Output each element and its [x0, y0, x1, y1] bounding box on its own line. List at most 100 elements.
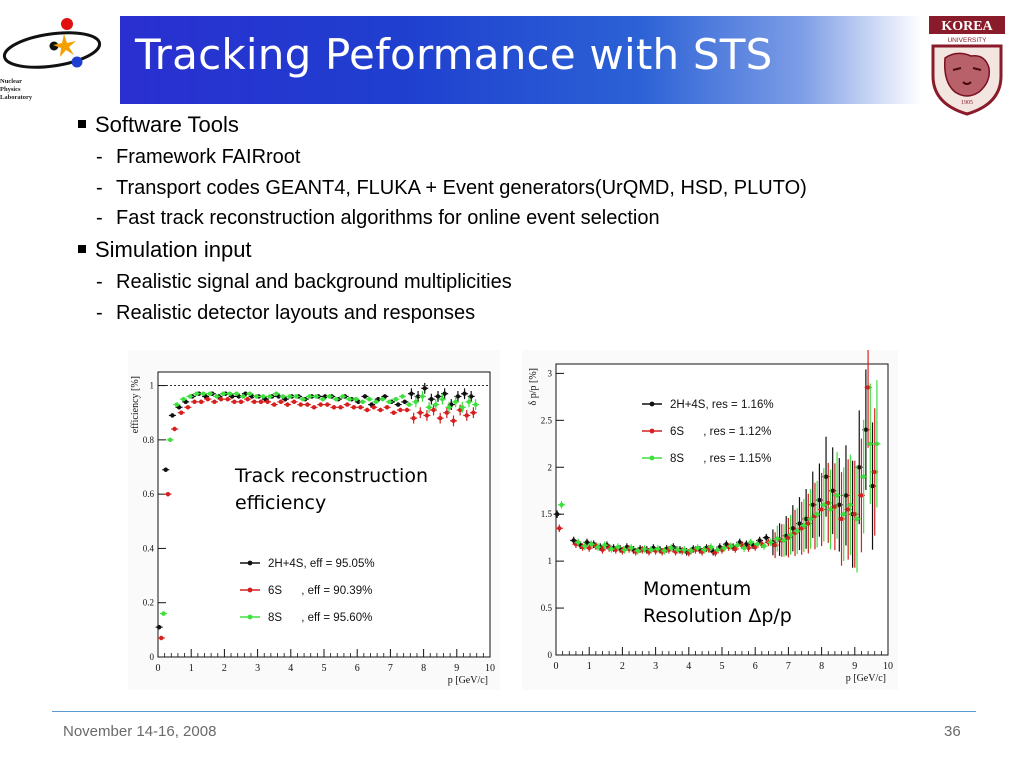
data-point: [682, 547, 687, 553]
data-point: [775, 536, 780, 541]
data-point: [715, 547, 720, 553]
efficiency-caption: Track reconstruction efficiency: [235, 463, 428, 517]
data-point: [451, 418, 456, 424]
x-tick-label: 4: [686, 661, 691, 672]
lab-logo-line: Physics: [0, 86, 21, 93]
y-tick-label: 1: [548, 556, 553, 566]
data-point: [325, 402, 330, 407]
data-point: [466, 399, 472, 405]
data-point: [218, 396, 224, 402]
data-point: [642, 546, 647, 552]
data-point: [395, 402, 401, 407]
sub-bullet-text: Realistic signal and background multipli…: [116, 271, 512, 293]
x-tick-label: 3: [255, 663, 260, 674]
data-point: [819, 507, 824, 512]
data-point: [272, 402, 277, 407]
data-point: [473, 402, 478, 407]
data-point: [559, 502, 564, 508]
data-point: [615, 544, 621, 550]
data-point: [373, 399, 379, 405]
data-point: [201, 391, 206, 396]
data-point: [859, 493, 864, 498]
data-point: [797, 521, 802, 526]
x-axis-label: p [GeV/c]: [846, 673, 886, 684]
data-point: [874, 441, 880, 446]
data-point: [187, 394, 193, 399]
x-tick-label: 5: [322, 663, 327, 674]
footer-date: November 14-16, 2008: [63, 723, 217, 740]
data-point: [285, 402, 290, 407]
data-point: [852, 511, 857, 517]
x-tick-label: 2: [620, 661, 625, 672]
data-point: [345, 402, 350, 407]
data-point: [327, 394, 332, 399]
data-point: [571, 538, 576, 543]
data-point: [438, 415, 443, 421]
data-point: [238, 399, 244, 405]
data-point: [384, 405, 390, 410]
data-point: [418, 410, 423, 415]
data-point: [662, 548, 667, 554]
data-point: [857, 465, 862, 470]
data-point: [393, 396, 399, 402]
data-point: [655, 546, 660, 552]
data-point: [695, 545, 700, 551]
legend-marker: [247, 614, 253, 620]
data-point: [764, 535, 769, 540]
legend-entry: 6S , eff = 90.39%: [268, 585, 372, 597]
data-point: [318, 402, 323, 407]
data-point: [265, 399, 270, 405]
data-point: [353, 396, 359, 402]
sub-bullet: - Fast track reconstruction algorithms fo…: [96, 207, 660, 229]
data-point: [194, 391, 199, 396]
data-point: [584, 540, 590, 545]
legend-entry: 2H+4S, eff = 95.05%: [268, 558, 375, 570]
data-point: [557, 526, 562, 531]
data-point: [453, 399, 458, 405]
x-tick-label: 5: [720, 661, 725, 672]
data-point: [411, 415, 416, 421]
y-tick-label: 0.2: [143, 598, 154, 608]
resolution-caption: Momentum Resolution Δp/p: [643, 576, 792, 630]
data-point: [768, 540, 773, 545]
sub-bullet-text: Transport codes GEANT4, FLUKA + Event ge…: [116, 177, 807, 199]
data-point: [212, 399, 217, 405]
efficiency-chart: 0 1 2 3 4 5 6 7 8 9 10 0 0.2 0.4 0.6 0.8 1 p [GeV/c] effic…: [128, 350, 500, 690]
data-point: [823, 474, 829, 479]
data-point: [404, 407, 410, 413]
x-tick-label: 1: [189, 663, 194, 674]
data-point: [274, 391, 279, 396]
legend-marker: [247, 560, 253, 566]
data-point: [748, 540, 753, 545]
data-point: [746, 545, 751, 551]
data-point: [781, 538, 787, 543]
data-point: [333, 396, 339, 402]
data-point: [708, 544, 714, 550]
y-tick-label: 3: [548, 368, 553, 378]
data-point: [360, 399, 365, 405]
data-point: [433, 402, 438, 407]
bullet-square-icon: [78, 245, 86, 253]
y-tick-label: 2: [548, 462, 553, 472]
x-tick-label: 2: [222, 663, 227, 674]
data-point: [848, 502, 853, 508]
data-point: [471, 410, 476, 415]
data-point: [245, 396, 250, 402]
data-point: [554, 511, 560, 517]
data-point: [291, 399, 297, 405]
data-point: [225, 396, 230, 402]
data-point: [165, 491, 171, 497]
data-point: [192, 399, 197, 405]
data-point: [378, 407, 383, 413]
data-point: [214, 394, 219, 399]
data-point: [861, 474, 866, 479]
data-point: [440, 396, 445, 402]
data-point: [801, 523, 807, 528]
y-tick-label: 0: [150, 652, 155, 662]
ku-logo-subword: UNIVERSITY: [947, 37, 987, 44]
data-point: [431, 407, 436, 413]
data-point: [252, 399, 257, 405]
data-point: [415, 394, 421, 399]
data-point: [298, 402, 303, 407]
data-point: [668, 545, 674, 551]
